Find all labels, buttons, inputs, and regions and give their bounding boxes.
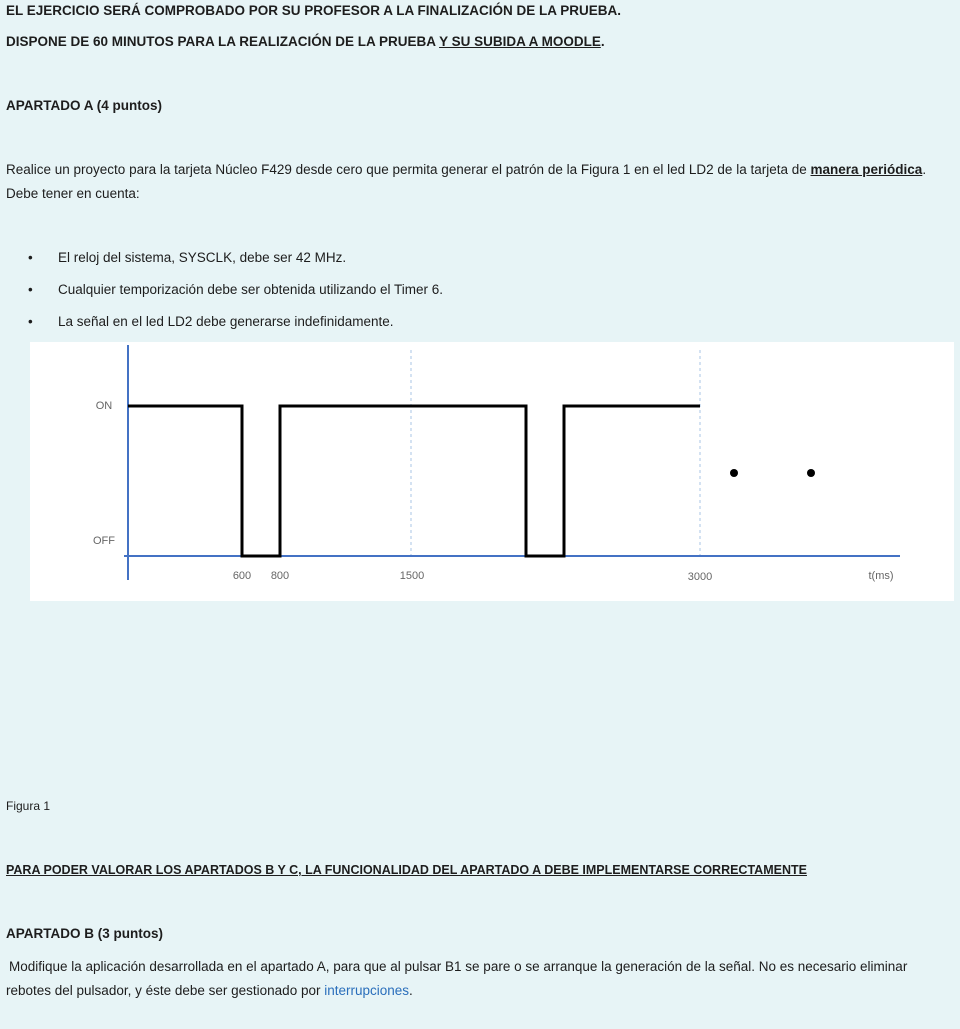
caption: Figura 1 bbox=[6, 799, 51, 813]
dot bbox=[730, 469, 738, 477]
text: . Debe tener en cuenta: bbox=[6, 162, 927, 201]
text: . bbox=[600, 34, 605, 49]
signal-diagram: ON OFF 600 800 1500 3000 t(ms) bbox=[93, 345, 900, 583]
text: El reloj del sistema, SYSCLK, debe ser 4… bbox=[58, 250, 347, 265]
bullet: La señal en el led LD2 debe generarse in… bbox=[28, 314, 394, 329]
x-label: 800 bbox=[271, 570, 289, 582]
figure: ON OFF 600 800 1500 3000 t(ms) bbox=[30, 342, 954, 601]
y-label: OFF bbox=[93, 535, 115, 547]
signal bbox=[128, 404, 700, 558]
text: Cualquier temporización debe ser obtenid… bbox=[58, 282, 443, 297]
notice: PARA PODER VALORAR LOS APARTADOS B Y C, … bbox=[6, 863, 807, 877]
text: Realice un proyecto para la tarjeta Núcl… bbox=[6, 162, 807, 177]
text: La señal en el led LD2 debe generarse in… bbox=[58, 314, 394, 329]
link[interactable]: interrupciones bbox=[324, 983, 410, 998]
text: . bbox=[409, 983, 413, 998]
paragraph: Realice un proyecto para la tarjeta Núcl… bbox=[6, 158, 956, 206]
bullet: Cualquier temporización debe ser obtenid… bbox=[28, 282, 443, 297]
section-title: APARTADO A (4 puntos) bbox=[6, 98, 162, 113]
x-label: 3000 bbox=[688, 571, 712, 583]
header-line: DISPONE DE 60 MINUTOS PARA LA REALIZACIÓ… bbox=[6, 34, 605, 49]
x-label: t(ms) bbox=[868, 570, 893, 582]
section-title: APARTADO B (3 puntos) bbox=[6, 926, 163, 941]
dot bbox=[807, 469, 815, 477]
bullet: El reloj del sistema, SYSCLK, debe ser 4… bbox=[28, 250, 346, 265]
text: DISPONE DE 60 MINUTOS PARA LA REALIZACIÓ… bbox=[6, 34, 436, 49]
paragraph: Modifique la aplicación desarrollada en … bbox=[6, 955, 956, 1003]
x-label: 600 bbox=[233, 570, 251, 582]
text: Y SU SUBIDA A MOODLE bbox=[439, 34, 601, 49]
text: Modifique la aplicación desarrollada en … bbox=[6, 959, 908, 998]
header-line: EL EJERCICIO SERÁ COMPROBADO POR SU PROF… bbox=[6, 3, 622, 18]
x-label: 1500 bbox=[400, 570, 424, 582]
y-label: ON bbox=[96, 400, 113, 412]
emphasis: manera periódica bbox=[810, 162, 923, 177]
